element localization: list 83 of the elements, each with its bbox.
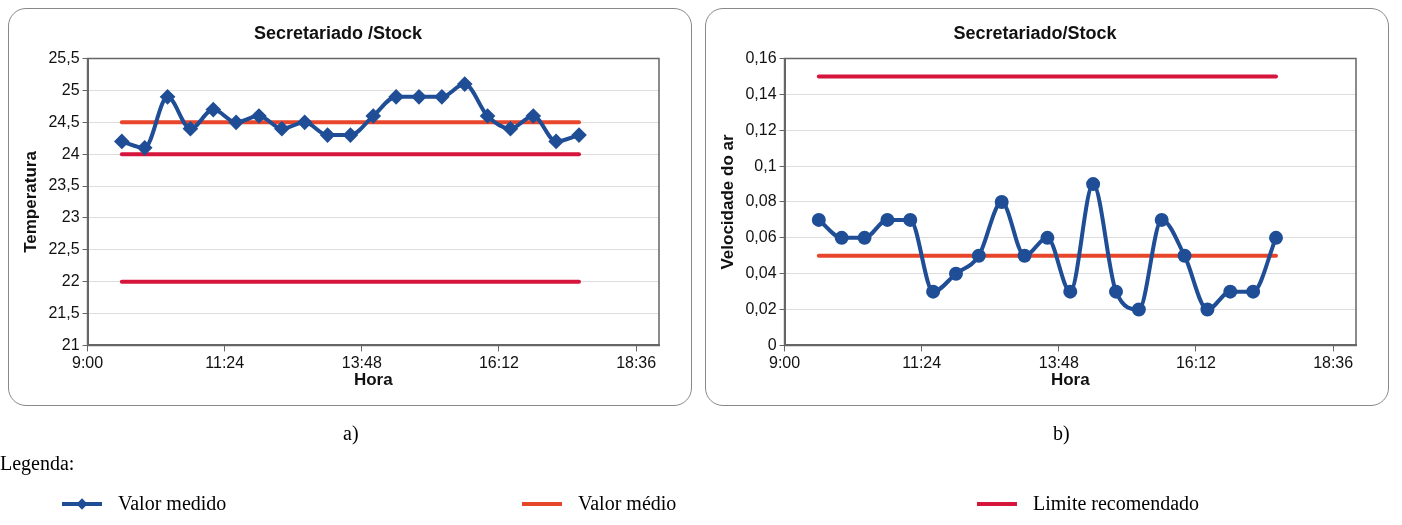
legend-label: Valor médio xyxy=(578,492,677,515)
point xyxy=(1108,284,1123,299)
y-tick-label: 0,14 xyxy=(745,84,777,102)
point xyxy=(880,212,895,227)
point xyxy=(1063,284,1078,299)
y-tick-label: 0,02 xyxy=(745,299,777,317)
y-tick-label: 0,16 xyxy=(745,49,777,67)
chart-title: Secretariado/Stock xyxy=(953,22,1118,43)
point xyxy=(1131,302,1146,317)
x-tick-label: 18:36 xyxy=(616,354,657,372)
legend-title: Legenda: xyxy=(0,452,75,475)
point xyxy=(1040,230,1055,245)
point xyxy=(526,108,541,123)
point xyxy=(971,248,986,263)
x-axis-title: Hora xyxy=(1050,370,1091,390)
point xyxy=(411,89,426,104)
y-tick-label: 0,08 xyxy=(745,192,777,210)
point xyxy=(389,89,404,104)
point xyxy=(549,134,564,149)
point xyxy=(994,195,1009,209)
x-tick-label: 18:36 xyxy=(1313,354,1354,372)
point xyxy=(1200,302,1215,317)
y-tick-label: 0,06 xyxy=(745,228,777,246)
point xyxy=(183,121,198,136)
point xyxy=(480,108,495,123)
point xyxy=(320,128,335,143)
x-tick-label: 13:48 xyxy=(1038,354,1079,372)
x-tick-label: 16:12 xyxy=(478,354,520,372)
y-tick-label: 0,04 xyxy=(745,264,777,282)
x-tick-label: 13:48 xyxy=(341,354,382,372)
y-tick-label: 0,12 xyxy=(745,120,777,138)
x-tick-label: 9:00 xyxy=(71,354,104,372)
y-tick-label: 24,5 xyxy=(48,112,80,130)
point xyxy=(343,128,358,143)
point xyxy=(503,121,518,136)
point xyxy=(857,230,872,245)
y-tick-label: 25 xyxy=(61,80,80,98)
x-axis-title: Hora xyxy=(353,370,394,390)
x-tick-label: 9:00 xyxy=(768,354,801,372)
y-tick-label: 22 xyxy=(61,272,80,290)
point xyxy=(1223,284,1238,299)
point xyxy=(206,102,221,117)
point xyxy=(457,77,472,92)
point xyxy=(1154,212,1169,227)
point xyxy=(1269,230,1283,245)
point xyxy=(926,284,941,299)
point xyxy=(1086,177,1101,192)
text: a) xyxy=(343,422,359,445)
legend-label: Limite recomendado xyxy=(1033,492,1200,515)
point xyxy=(114,134,129,149)
y-tick-label: 23 xyxy=(61,208,80,226)
y-tick-label: 21,5 xyxy=(48,303,80,321)
point xyxy=(137,140,152,155)
point xyxy=(366,108,381,123)
x-tick-label: 11:24 xyxy=(902,354,942,372)
y-tick-label: 21 xyxy=(61,335,80,353)
y-axis-title: Temperatura xyxy=(20,150,40,253)
chart-title: Secretariado /Stock xyxy=(253,22,424,43)
y-tick-label: 0,1 xyxy=(754,156,777,174)
point xyxy=(229,115,244,130)
point xyxy=(948,266,963,281)
point xyxy=(811,212,826,227)
x-tick-label: 16:12 xyxy=(1175,354,1217,372)
text: b) xyxy=(1053,422,1070,445)
point xyxy=(1246,284,1261,299)
y-tick-label: 23,5 xyxy=(48,176,80,194)
point xyxy=(160,89,175,104)
point xyxy=(1177,248,1192,263)
y-axis-title: Velocidade do ar xyxy=(717,134,737,270)
y-tick-label: 0 xyxy=(767,335,777,353)
legend-label: Valor medido xyxy=(118,492,227,515)
point xyxy=(434,89,449,104)
point xyxy=(274,121,289,136)
point xyxy=(297,115,312,130)
point xyxy=(903,212,918,227)
x-tick-label: 11:24 xyxy=(205,354,245,372)
point xyxy=(251,108,266,123)
y-tick-label: 22,5 xyxy=(48,240,80,258)
point xyxy=(1017,248,1032,263)
y-tick-label: 25,5 xyxy=(48,49,80,67)
point xyxy=(572,128,586,143)
point xyxy=(834,230,849,245)
y-tick-label: 24 xyxy=(61,144,80,162)
